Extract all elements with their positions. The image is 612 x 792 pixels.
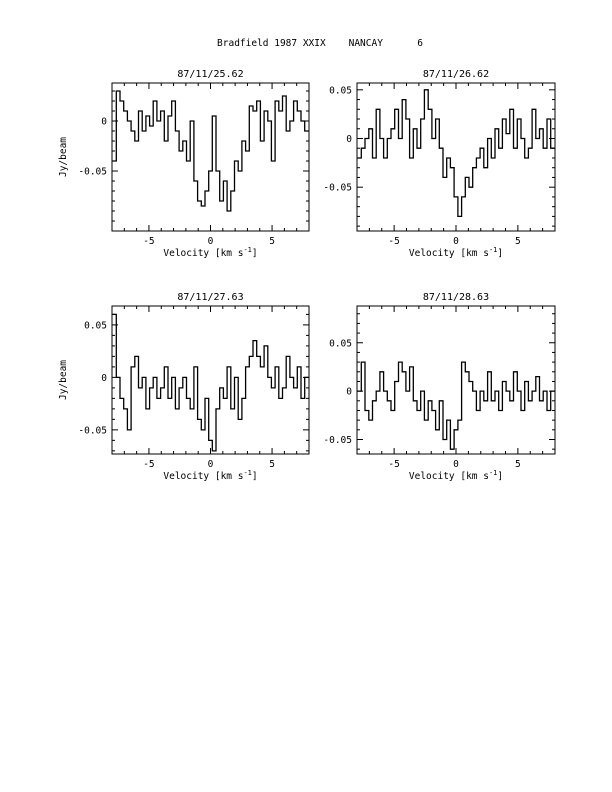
- panel-title: 87/11/26.62: [423, 69, 489, 80]
- x-tick-label: 5: [269, 459, 275, 470]
- x-axis-label: Velocity [km s-1]: [163, 469, 257, 482]
- spectrum-line: [358, 362, 555, 449]
- y-tick-label: -0.05: [323, 435, 352, 446]
- x-tick-label: 5: [515, 459, 521, 470]
- x-axis-label: Velocity [km s-1]: [409, 246, 503, 259]
- x-tick-label: 0: [453, 459, 459, 470]
- x-tick-label: -5: [388, 236, 399, 247]
- x-axis-label: Velocity [km s-1]: [409, 469, 503, 482]
- x-tick-label: 0: [208, 236, 214, 247]
- x-tick-label: 0: [208, 459, 214, 470]
- panel-title: 87/11/27.63: [177, 292, 243, 303]
- plot-frame: [112, 83, 309, 231]
- panel-title: 87/11/28.63: [423, 292, 489, 303]
- x-tick-label: 5: [515, 236, 521, 247]
- x-tick-label: -5: [143, 236, 154, 247]
- y-tick-label: -0.05: [323, 183, 352, 194]
- x-tick-label: -5: [143, 459, 154, 470]
- x-tick-label: -5: [388, 459, 399, 470]
- x-axis-label: Velocity [km s-1]: [163, 246, 257, 259]
- y-tick-label: 0.05: [84, 320, 107, 331]
- spectrum-line: [358, 90, 555, 217]
- panel-title: 87/11/25.62: [177, 69, 243, 80]
- y-tick-label: 0: [346, 134, 352, 145]
- spectrum-panel-1: 87/11/25.62 -5 0 5 0 -0.05 Velocity [km s-1] Jy…: [58, 69, 309, 259]
- y-axis-label: Jy/beam: [58, 137, 69, 177]
- spectrum-line: [113, 314, 309, 451]
- y-axis-label: Jy/beam: [58, 360, 69, 400]
- y-tick-label: 0.05: [329, 338, 352, 349]
- y-tick-label: -0.05: [78, 167, 107, 178]
- spectrum-line: [113, 91, 309, 211]
- plot-frame: [357, 306, 555, 454]
- y-tick-label: 0: [101, 373, 107, 384]
- y-tick-label: -0.05: [78, 425, 107, 436]
- y-tick-label: 0.05: [329, 85, 352, 96]
- y-tick-label: 0: [101, 117, 107, 128]
- y-tick-label: 0: [346, 387, 352, 398]
- x-tick-label: 5: [269, 236, 275, 247]
- x-tick-label: 0: [453, 236, 459, 247]
- spectrum-panel-2: 87/11/26.62 -5 0 5 0.05 0 -0.05 Velocity [km s-…: [323, 69, 555, 259]
- spectrum-panel-3: 87/11/27.63 -5 0 5 0.05 0 -0.05 Velocity [km s-…: [58, 292, 309, 482]
- spectrum-panel-4: 87/11/28.63 -5 0 5 0.05 0 -0.05 Velocity [km s-…: [323, 292, 555, 482]
